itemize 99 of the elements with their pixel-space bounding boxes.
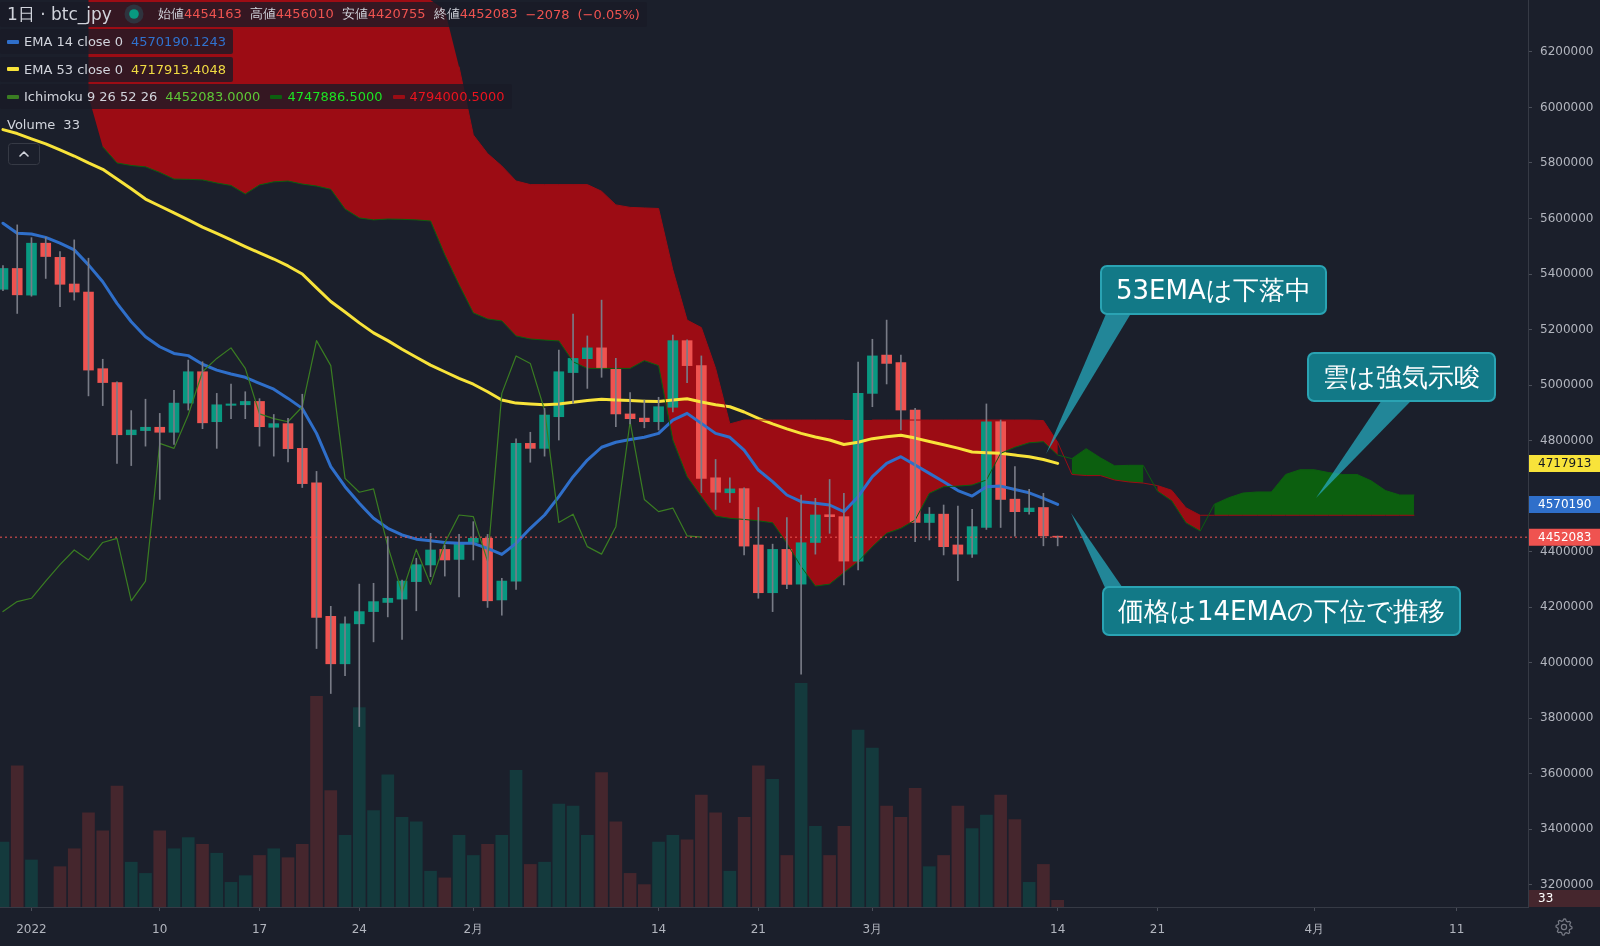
annotation: 53EMAは下落中	[1100, 265, 1327, 315]
bar	[181, 837, 195, 907]
bar	[866, 747, 879, 907]
bar	[167, 848, 181, 907]
bar	[53, 866, 67, 907]
bar	[1022, 882, 1036, 907]
ref-line-label: 4452083	[1538, 529, 1592, 544]
bar	[937, 855, 950, 907]
text: 4717913	[1538, 456, 1592, 470]
candlestick	[268, 414, 280, 457]
bar	[737, 817, 751, 907]
annotation: 価格は14EMAの下位で推移	[1102, 586, 1461, 636]
x-tick-label: 10	[152, 922, 168, 937]
bar	[338, 834, 352, 907]
y-tick-label: 5600000	[1540, 210, 1594, 225]
bar	[509, 770, 523, 907]
annotation: 雲は強気示唆	[1307, 352, 1496, 402]
bar	[438, 877, 452, 907]
y-tick-label: 5400000	[1540, 266, 1594, 281]
candlestick	[154, 413, 166, 500]
chart-title: 1日 · btc_jpy	[7, 2, 112, 26]
y-tick-label: 5800000	[1540, 155, 1594, 170]
legend-label: Ichimoku 9 26 52 26 4452083.0000	[24, 89, 261, 105]
x-tick-label: 14	[1050, 922, 1066, 937]
x-tick-label: 2022	[16, 922, 47, 937]
legend-label: EMA 53 close 0 4717913.4048	[24, 61, 227, 77]
x-tick-label: 4月	[1304, 922, 1325, 937]
bar	[1008, 819, 1022, 907]
bar	[894, 817, 908, 907]
text: 4570190	[1538, 497, 1592, 512]
bar	[224, 882, 238, 907]
bar	[395, 817, 409, 907]
bar	[267, 848, 281, 907]
x-tick-label: 3月	[862, 922, 883, 937]
y-tick-label: 6200000	[1540, 44, 1594, 59]
y-tick-label: 5000000	[1540, 377, 1594, 392]
bar	[680, 839, 694, 907]
bar	[780, 855, 794, 907]
bar	[965, 828, 979, 907]
x-tick-label: 11	[1449, 922, 1465, 937]
bar	[281, 857, 295, 907]
bar	[466, 855, 480, 907]
bar	[481, 843, 494, 907]
y-tick-label: 4800000	[1540, 432, 1594, 447]
bar	[794, 683, 808, 907]
bar	[110, 785, 124, 907]
bar	[623, 873, 637, 907]
bar	[452, 834, 466, 907]
y-tick-label: 5200000	[1540, 321, 1594, 336]
bar	[495, 834, 509, 907]
y-tick-label: 3800000	[1540, 710, 1594, 725]
bar	[238, 875, 252, 907]
bar	[951, 805, 965, 907]
bar	[523, 864, 537, 907]
candlestick	[524, 431, 536, 463]
x-tick-label: 21	[1149, 922, 1166, 937]
x-tick-label: 14	[650, 922, 667, 937]
x-tick-label: 17	[251, 922, 268, 937]
bar	[25, 859, 38, 907]
text: 33	[1538, 891, 1554, 906]
legend-label: 4747886.5000	[287, 89, 383, 105]
bar	[10, 765, 24, 907]
bar	[752, 765, 765, 907]
bar	[923, 866, 936, 907]
y-tick-label: 4400000	[1540, 543, 1594, 558]
bar	[880, 805, 893, 907]
y-tick-label: 3600000	[1540, 765, 1594, 780]
bar	[652, 841, 665, 907]
bar	[908, 787, 922, 907]
bar	[823, 855, 836, 907]
y-tick-label: 3200000	[1540, 876, 1594, 891]
bar	[253, 855, 266, 907]
x-tick-label: 24	[351, 922, 367, 937]
y-tick-label: 4000000	[1540, 654, 1594, 669]
x-tick-label: 2月	[463, 922, 484, 937]
text: Volume 33	[7, 116, 80, 132]
series-label: 4794000.5000	[409, 89, 505, 105]
bar	[581, 834, 594, 907]
bar	[837, 826, 851, 907]
y-tick-label: 4200000	[1540, 599, 1594, 614]
bar	[638, 884, 651, 907]
bar	[980, 814, 993, 907]
bar	[666, 834, 680, 907]
bar	[723, 870, 737, 907]
legend-label: EMA 14 close 0 4570190.1243	[24, 34, 227, 50]
bar	[994, 794, 1007, 907]
bar	[196, 843, 209, 907]
bar	[809, 826, 822, 907]
x-tick-label: 21	[750, 922, 766, 937]
text: 始値4454163 高値4456010 安値4420755 終値4452083 −2078 (−0.05%)	[157, 6, 640, 22]
bar	[609, 821, 623, 907]
bar	[851, 729, 865, 907]
bar	[595, 772, 608, 907]
y-tick-label: 3400000	[1540, 821, 1594, 836]
bar	[210, 852, 224, 907]
bar	[566, 805, 580, 907]
bar	[766, 778, 779, 907]
bar	[153, 830, 167, 907]
y-tick-label: 6000000	[1540, 99, 1594, 114]
